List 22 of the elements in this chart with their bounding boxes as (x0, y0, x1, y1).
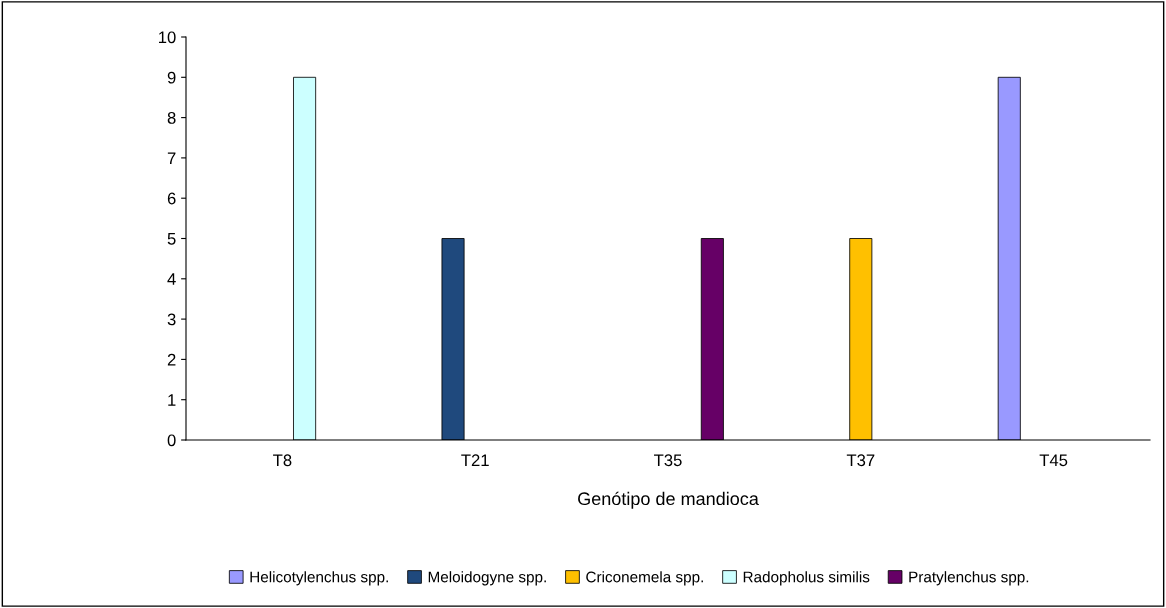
legend-label: Criconemela spp. (586, 571, 703, 586)
y-tick-label: 1 (168, 394, 176, 406)
x-tick-label: T35 (654, 454, 682, 467)
y-tick-label: 10 (159, 31, 176, 44)
y-tick-label: 6 (167, 192, 176, 205)
y-tick-label: 4 (167, 273, 176, 285)
x-tick-label: T21 (461, 454, 489, 466)
x-tick-label: T37 (846, 454, 875, 467)
x-tick-label: T45 (1039, 454, 1068, 467)
x-axis-title: Genótipo de mandioca (578, 491, 759, 509)
y-tick-label: 5 (167, 233, 176, 245)
y-tick-label: 9 (167, 71, 176, 84)
y-tick-label: 0 (167, 434, 176, 447)
y-tick-label: 7 (167, 152, 176, 164)
y-tick-label: 8 (167, 112, 176, 124)
legend-label: Pratylenchus spp. (909, 571, 1029, 586)
legend-label: Helicotylenchus spp. (250, 571, 388, 586)
legend-label: Radopholus similis (743, 571, 870, 586)
x-tick-label: T8 (273, 454, 292, 467)
legend-label: Meloidogyne spp. (428, 571, 546, 586)
y-tick-label: 2 (167, 353, 176, 366)
y-tick-label: 3 (167, 313, 176, 326)
